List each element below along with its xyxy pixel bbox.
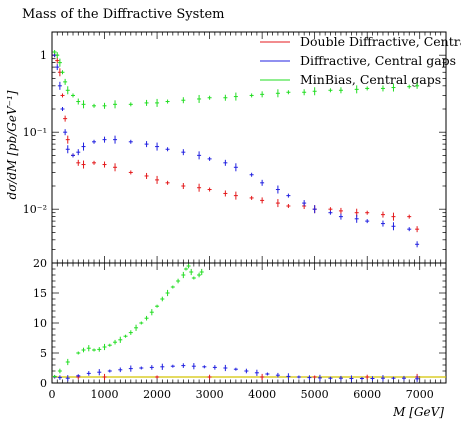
legend-label-double-diffractive: Double Diffractive, Central gaps [300,34,461,49]
legend-label-minbias: MinBias, Central gaps [300,72,441,87]
ratio-y-tick-label: 5 [40,347,47,360]
ratio-series-double-diffractive [52,373,420,381]
main-y-tick-label: 1 [40,49,47,62]
x-axis-label: M [GeV] [392,405,444,419]
ratio-series-minbias [52,263,204,378]
series-minbias [52,49,420,109]
ratio-series-diffractive [52,363,420,382]
main-y-tick-label: 10⁻¹ [23,126,47,139]
x-tick-label: 3000 [196,388,224,401]
ratio-y-tick-label: 15 [33,287,47,300]
legend-label-diffractive: Diffractive, Central gaps [300,53,456,68]
x-tick-label: 4000 [248,388,276,401]
y-axis-label: dσ/dM [pb/GeV⁻¹] [5,90,19,199]
x-tick-label: 2000 [143,388,171,401]
series-diffractive [52,53,420,248]
x-tick-label: 1000 [91,388,119,401]
ratio-y-tick-label: 0 [40,377,47,390]
ratio-plot-frame [51,262,447,384]
x-tick-label: 0 [49,388,56,401]
x-tick-label: 7000 [406,388,434,401]
legend: Double Diffractive, Central gaps Diffrac… [260,34,461,87]
series-double-diffractive [52,53,420,233]
x-tick-label: 6000 [353,388,381,401]
x-tick-label: 5000 [301,388,329,401]
ratio-y-tick-label: 20 [33,257,47,270]
main-y-tick-label: 10⁻² [23,203,47,216]
ratio-y-tick-label: 10 [33,317,47,330]
chart-title: Mass of the Diffractive System [22,7,225,22]
